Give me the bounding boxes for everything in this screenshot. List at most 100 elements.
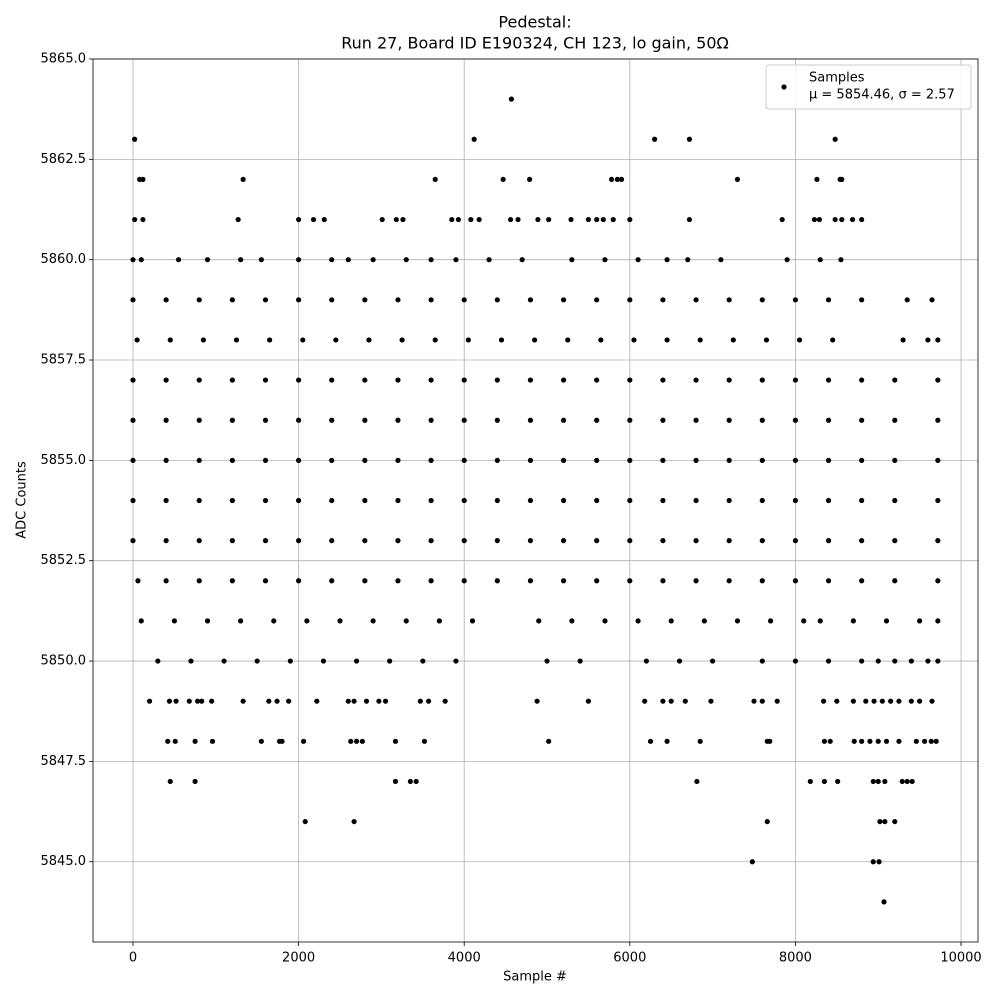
point: [536, 618, 542, 624]
point: [229, 457, 235, 463]
point: [929, 698, 935, 704]
point: [792, 497, 799, 504]
point: [832, 216, 838, 223]
point: [708, 698, 714, 704]
point: [859, 457, 865, 463]
point: [392, 738, 399, 744]
point: [859, 578, 865, 584]
point: [825, 377, 832, 383]
point: [403, 257, 409, 263]
point: [888, 698, 894, 704]
point: [266, 698, 272, 704]
point: [527, 417, 534, 423]
point: [879, 698, 885, 704]
point: [455, 216, 462, 223]
point: [660, 457, 666, 463]
point: [925, 337, 931, 343]
point: [660, 377, 666, 383]
point: [527, 176, 533, 183]
point: [602, 257, 608, 263]
point: [387, 658, 393, 664]
point: [163, 417, 169, 423]
point: [172, 738, 178, 744]
point: [287, 658, 293, 664]
point: [935, 457, 941, 463]
point: [718, 257, 724, 263]
point: [825, 578, 832, 584]
point: [163, 457, 169, 463]
point: [726, 497, 732, 504]
point: [697, 738, 703, 744]
point: [461, 538, 467, 544]
point: [296, 578, 302, 584]
point: [138, 618, 144, 624]
point: [329, 257, 335, 263]
point: [560, 417, 567, 423]
point: [186, 698, 192, 704]
point: [362, 297, 368, 303]
point: [329, 497, 335, 504]
point: [453, 658, 459, 664]
point: [196, 457, 202, 463]
point: [130, 257, 136, 263]
point: [403, 618, 409, 624]
point: [351, 698, 357, 704]
point: [420, 658, 426, 664]
point: [461, 297, 467, 303]
point: [909, 778, 915, 785]
point: [515, 216, 521, 223]
point: [362, 457, 368, 463]
point: [643, 658, 649, 664]
point: [642, 698, 648, 704]
point: [262, 297, 269, 303]
point: [461, 457, 467, 463]
point: [859, 297, 865, 303]
point: [726, 578, 732, 584]
point: [600, 216, 606, 223]
point: [329, 297, 335, 303]
point: [362, 417, 368, 423]
point: [296, 377, 302, 383]
point: [647, 738, 654, 744]
y-axis-label: ADC Counts: [15, 461, 30, 539]
point: [917, 618, 923, 624]
point: [627, 578, 633, 584]
point: [428, 578, 434, 584]
point: [594, 417, 600, 423]
point: [428, 538, 434, 544]
point: [697, 337, 703, 343]
point: [314, 698, 320, 704]
point: [296, 257, 302, 263]
point: [507, 216, 514, 223]
point: [527, 538, 534, 544]
y-tick-label: 5850.0: [41, 654, 87, 669]
point: [519, 257, 525, 263]
point: [859, 658, 865, 664]
point: [627, 417, 633, 423]
point: [130, 297, 136, 303]
point: [535, 216, 541, 223]
point: [296, 457, 302, 463]
point: [694, 778, 700, 785]
point: [838, 257, 844, 263]
point: [442, 698, 448, 704]
point: [569, 618, 575, 624]
point: [749, 859, 755, 865]
point: [407, 778, 413, 785]
point: [767, 738, 773, 744]
point: [676, 658, 683, 664]
point: [370, 618, 376, 624]
point: [271, 618, 277, 624]
point: [140, 216, 146, 223]
point: [565, 337, 571, 343]
x-tick-label: 4000: [448, 951, 481, 966]
point: [875, 738, 881, 744]
point: [304, 618, 310, 624]
point: [461, 578, 467, 584]
plot-frame: [92, 58, 979, 943]
point: [928, 738, 934, 744]
point: [262, 578, 269, 584]
point: [594, 457, 600, 463]
point: [851, 738, 857, 744]
